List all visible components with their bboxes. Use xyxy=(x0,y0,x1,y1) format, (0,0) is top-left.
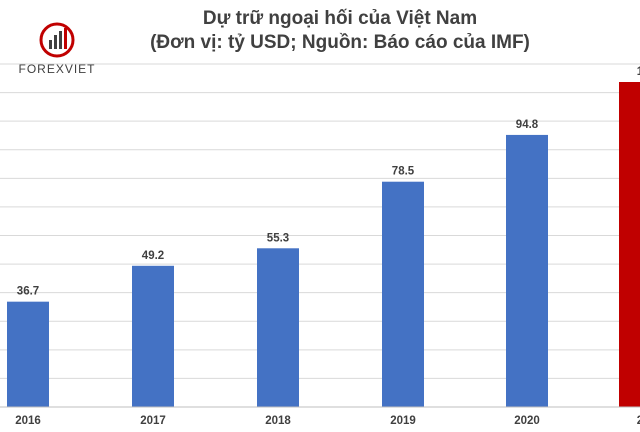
bar-2019 xyxy=(382,181,424,407)
chart-title: Dự trữ ngoại hối của Việt Nam xyxy=(202,8,478,29)
x-tick-label-2020: 2020 xyxy=(514,415,540,427)
bar-2020 xyxy=(506,134,548,407)
logo-mark-icon xyxy=(39,22,75,58)
x-tick-label-2018: 2018 xyxy=(265,415,291,427)
x-tick-label-2017: 2017 xyxy=(140,415,166,427)
bar-2018 xyxy=(257,248,299,407)
logo-text: FOREXVIET xyxy=(18,62,96,76)
data-label-2017: 49.2 xyxy=(142,250,164,262)
x-tick-label-2: 2 xyxy=(637,415,640,427)
x-tick-label-2016: 2016 xyxy=(15,415,41,427)
data-label-2020: 94.8 xyxy=(516,119,539,131)
data-label-2016: 36.7 xyxy=(17,286,39,298)
bar-2 xyxy=(619,82,640,407)
chart-subtitle: (Đơn vị: tỷ USD; Nguồn: Báo cáo của IMF) xyxy=(150,32,530,53)
x-tick-label-2019: 2019 xyxy=(390,415,416,427)
bar-2017 xyxy=(132,265,174,407)
data-label-2: 1 xyxy=(637,66,640,78)
data-label-2018: 55.3 xyxy=(267,232,289,244)
data-label-2019: 78.5 xyxy=(392,166,415,178)
bar-2016 xyxy=(7,301,49,407)
forexviet-logo: FOREXVIET xyxy=(14,22,100,78)
